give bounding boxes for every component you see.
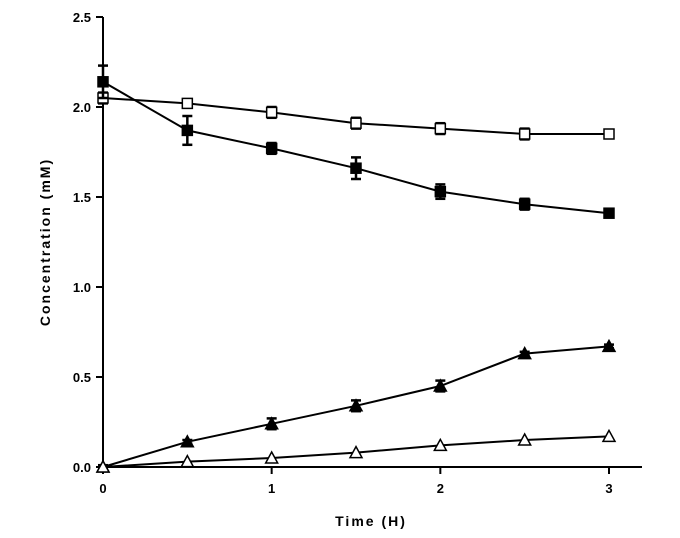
axes: [102, 17, 642, 468]
data-point-square: [181, 124, 194, 137]
series-open-square: [97, 91, 615, 141]
data-point-triangle: [180, 454, 195, 468]
data-point-square: [350, 162, 362, 174]
y-tick-label: 2.0: [73, 100, 91, 115]
data-point-triangle: [433, 378, 448, 392]
y-axis-title: Concentration (mM): [37, 158, 53, 326]
data-point-triangle: [433, 437, 448, 452]
x-tick-label: 3: [605, 481, 612, 496]
y-tick-label: 1.5: [73, 190, 91, 205]
y-tick-label: 2.5: [73, 10, 91, 25]
data-point-square: [603, 207, 615, 219]
data-point-square: [265, 142, 278, 155]
series-group: [95, 64, 617, 473]
x-tick-label: 2: [437, 481, 444, 496]
data-point-square: [350, 117, 362, 129]
data-point-triangle: [180, 434, 195, 448]
x-tick-label: 1: [268, 481, 275, 496]
series-line: [102, 80, 610, 215]
x-axis-title: Time (H): [335, 513, 407, 529]
data-point-triangle: [348, 398, 364, 412]
data-point-square: [97, 76, 109, 88]
data-point-triangle: [601, 338, 617, 353]
data-point-triangle: [601, 428, 617, 443]
data-point-square: [181, 97, 194, 110]
data-point-square: [265, 106, 278, 119]
data-point-square: [518, 128, 531, 140]
y-tick-label: 0.5: [73, 370, 91, 385]
data-point-square: [434, 185, 447, 198]
series-open-triangle: [95, 428, 617, 473]
data-point-triangle: [348, 445, 364, 459]
data-point-square: [518, 198, 531, 210]
x-tick-label: 0: [99, 481, 106, 496]
data-point-triangle: [264, 416, 279, 430]
data-point-triangle: [264, 450, 279, 464]
data-point-triangle: [517, 432, 532, 446]
ticks: 0.0 0.5 1.0 1.5 2.0 2.5 0 1 2 3: [73, 10, 613, 496]
data-point-triangle: [517, 346, 532, 360]
data-point-triangle: [95, 459, 111, 473]
data-point-square: [603, 128, 615, 140]
y-tick-label: 1.0: [73, 280, 91, 295]
data-point-square: [434, 122, 447, 135]
y-tick-label: 0.0: [73, 460, 91, 475]
series-filled-square: [97, 64, 615, 219]
